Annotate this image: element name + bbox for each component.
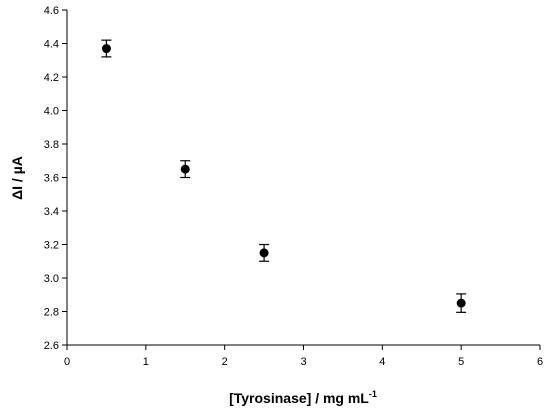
y-axis-title: ΔI / µA bbox=[9, 156, 25, 200]
data-point bbox=[180, 164, 190, 174]
y-tick-label: 2.6 bbox=[44, 340, 59, 352]
y-ticks: 2.6 2.8 3.0 3.2 3.4 3.6 3.8 4.0 4.2 4.4 4.6 bbox=[44, 5, 67, 352]
x-tick-label: 2 bbox=[222, 356, 228, 368]
x-ticks: 0 1 2 3 4 5 6 bbox=[64, 345, 543, 368]
x-tick-label: 0 bbox=[64, 356, 70, 368]
x-tick-label: 3 bbox=[300, 356, 306, 368]
error-bars bbox=[101, 39, 467, 313]
y-tick-label: 4.4 bbox=[44, 39, 59, 51]
x-tick-label: 4 bbox=[379, 356, 385, 368]
y-tick-label: 3.4 bbox=[44, 206, 59, 218]
x-tick-label: 5 bbox=[458, 356, 464, 368]
y-tick-label: 4.0 bbox=[44, 106, 59, 118]
data-point bbox=[259, 248, 269, 258]
x-tick-label: 6 bbox=[537, 356, 543, 368]
data-point bbox=[101, 44, 111, 54]
y-tick-label: 4.6 bbox=[44, 5, 59, 17]
x-axis-title-main: [Tyrosinase] / mg mL bbox=[229, 390, 369, 406]
y-tick-label: 3.0 bbox=[44, 273, 59, 285]
data-point bbox=[456, 298, 466, 308]
y-tick-label: 4.2 bbox=[44, 72, 59, 84]
data-points bbox=[101, 44, 466, 308]
x-tick-label: 1 bbox=[143, 356, 149, 368]
y-tick-label: 2.8 bbox=[44, 307, 59, 319]
axes bbox=[66, 10, 540, 346]
x-axis-title: [Tyrosinase] / mg mL-1 bbox=[229, 389, 377, 406]
x-axis-title-superscript: -1 bbox=[369, 389, 377, 399]
y-tick-label: 3.6 bbox=[44, 173, 59, 185]
y-tick-label: 3.2 bbox=[44, 240, 59, 252]
y-tick-label: 3.8 bbox=[44, 139, 59, 151]
